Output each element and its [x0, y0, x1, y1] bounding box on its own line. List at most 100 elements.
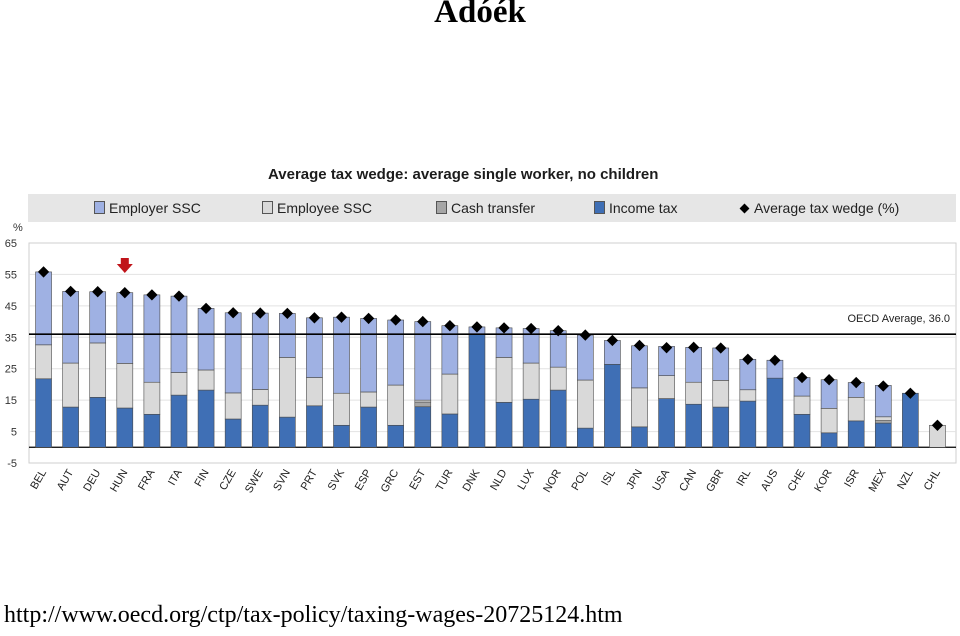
bar-income-tax-pol [577, 427, 594, 448]
legend-employee-ssc: Employee SSC [262, 200, 372, 216]
bar-employee-ssc-fin [197, 369, 215, 391]
legend-swatch-employer-ssc [94, 201, 105, 214]
bar-employee-ssc-isr [847, 397, 865, 422]
wedge-marker-svk [335, 311, 348, 323]
bar-employee-ssc-bel [35, 344, 52, 380]
x-tick-label-mex: MEX [867, 467, 890, 494]
y-tick-label: 35 [5, 332, 17, 344]
y-tick-label: 5 [11, 427, 17, 439]
x-tick-label-che: CHE [786, 468, 808, 494]
bar-employee-ssc-gbr [712, 380, 730, 408]
bar-income-tax-svn [279, 416, 296, 448]
wedge-marker-che [796, 371, 808, 384]
wedge-marker-irl [742, 353, 754, 365]
x-tick-label-lux: LUX [516, 467, 537, 492]
x-tick-label-esp: ESP [353, 468, 374, 493]
x-tick-label-jpn: JPN [624, 467, 645, 491]
wedge-marker-prt [308, 312, 321, 324]
x-tick-label-svn: SVN [271, 467, 293, 493]
bar-employee-ssc-tur [441, 373, 459, 415]
bar-income-tax-jpn [631, 426, 648, 448]
wedge-marker-kor [823, 374, 835, 386]
bar-employer-ssc-fin [197, 308, 215, 371]
bar-employee-ssc-che [793, 395, 811, 415]
wedge-marker-lux [525, 322, 537, 335]
bar-income-tax-aut [62, 406, 79, 448]
bar-income-tax-isl [604, 364, 621, 448]
x-tick-label-can: CAN [677, 467, 699, 493]
bar-employee-ssc-hun [116, 363, 134, 409]
bar-income-tax-cze [224, 418, 242, 448]
legend-swatch-cash-transfer [436, 201, 447, 214]
bar-income-tax-deu [89, 397, 107, 448]
wedge-marker-cze [227, 307, 239, 319]
bar-income-tax-gbr [712, 406, 730, 448]
bar-employer-ssc-svk [333, 316, 350, 394]
wedge-marker-tur [444, 320, 456, 332]
bar-employer-ssc-fra [143, 294, 161, 383]
bar-employer-ssc-prt [306, 317, 323, 378]
bar-income-tax-che [793, 413, 811, 448]
bar-income-tax-mex [874, 422, 892, 448]
bar-employer-ssc-swe [251, 312, 269, 390]
wedge-marker-isr [850, 376, 862, 389]
bar-income-tax-nzl [902, 392, 919, 448]
wedge-marker-est [417, 315, 429, 328]
bar-employee-ssc-jpn [631, 387, 648, 428]
wedge-marker-pol [579, 329, 591, 341]
wedge-marker-svn [281, 307, 293, 320]
y-tick-label: 65 [5, 238, 17, 250]
bar-income-tax-prt [306, 405, 323, 448]
y-tick-label: 25 [5, 364, 17, 376]
bar-employee-ssc-irl [739, 389, 757, 402]
wedge-marker-nld [498, 322, 510, 334]
bar-employee-ssc-kor [820, 408, 838, 434]
bar-employee-ssc-nld [495, 357, 513, 403]
bar-income-tax-dnk [468, 334, 486, 448]
wedge-marker-can [688, 341, 700, 353]
bar-income-tax-ita [170, 394, 188, 448]
x-tick-label-svk: SVK [326, 467, 348, 493]
bar-income-tax-esp [360, 406, 377, 448]
x-tick-label-nzl: NZL [895, 468, 916, 492]
wedge-marker-isl [606, 334, 619, 347]
highlight-arrow [116, 258, 133, 273]
bar-income-tax-svk [333, 424, 350, 448]
plot-area [28, 242, 957, 464]
y-tick-label: -5 [7, 458, 17, 470]
bar-income-tax-grc [387, 424, 404, 448]
y-tick-label: 55 [5, 269, 17, 281]
wedge-marker-bel [37, 266, 50, 278]
x-tick-label-pol: POL [570, 468, 591, 493]
bar-employee-ssc-mex [874, 416, 892, 421]
wedge-marker-usa [660, 342, 673, 354]
bar-income-tax-bel [35, 378, 52, 448]
bar-employer-ssc-deu [89, 291, 107, 344]
bar-employer-ssc-jpn [631, 345, 648, 389]
bar-employee-ssc-cze [224, 392, 242, 420]
bar-income-tax-fra [143, 413, 161, 448]
wedge-marker-fra [146, 289, 158, 301]
bar-income-tax-usa [658, 398, 675, 448]
x-tick-label-swe: SWE [243, 468, 266, 496]
legend-label-employer-ssc: Employer SSC [109, 200, 201, 216]
bar-employee-ssc-deu [89, 342, 107, 398]
source-url[interactable]: http://www.oecd.org/ctp/tax-policy/taxin… [4, 602, 623, 628]
legend-label-cash-transfer: Cash transfer [451, 200, 536, 216]
bar-income-tax-nld [495, 402, 513, 448]
bar-employee-ssc-usa [658, 375, 675, 399]
x-tick-label-chl: CHL [922, 468, 943, 493]
wedge-marker-jpn [633, 339, 646, 352]
bar-employer-ssc-esp [360, 318, 377, 393]
wedge-marker-grc [390, 314, 402, 326]
bar-employee-ssc-pol [577, 379, 594, 429]
x-tick-label-usa: USA [650, 467, 672, 493]
bar-employer-ssc-aut [62, 291, 79, 364]
bar-income-tax-nor [549, 389, 567, 448]
legend-label-employee-ssc: Employee SSC [277, 200, 372, 216]
legend-wedge: Average tax wedge (%) [738, 200, 899, 216]
bar-income-tax-hun [116, 407, 134, 448]
bar-employee-ssc-nor [549, 366, 567, 391]
bar-employee-ssc-svn [279, 357, 296, 418]
wedge-marker-chl [931, 419, 944, 431]
